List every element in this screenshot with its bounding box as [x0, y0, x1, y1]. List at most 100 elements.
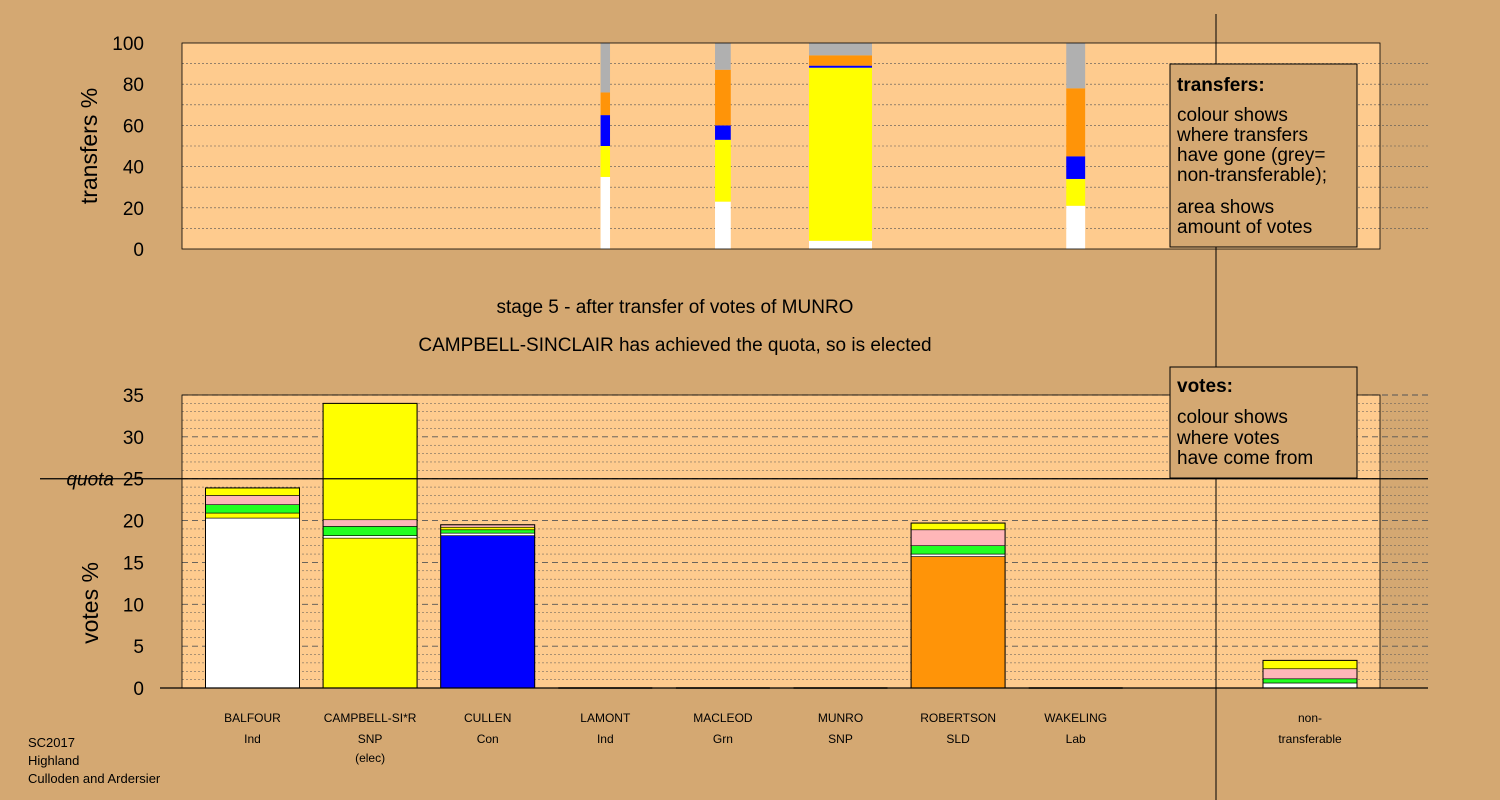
votes-legend-line-3: have come from [1177, 448, 1313, 469]
votes-y-tick-label: 0 [133, 679, 144, 700]
transfers-bars [600, 43, 1086, 249]
vote-bar-balfour [205, 487, 300, 496]
transfers-plot-frame [181, 42, 1381, 250]
transfer-segment-munro [809, 65, 872, 68]
vote-bar-robertson [910, 522, 1006, 531]
vote-bar-robertson [910, 553, 1006, 557]
vote-bar-balfour [205, 517, 300, 689]
transfers-y-tick-label: 100 [112, 34, 144, 55]
candidate-name-label: MACLEOD [693, 711, 753, 725]
transfer-segment-munro [809, 67, 872, 241]
candidate-party-label: Lab [1066, 732, 1086, 746]
transfer-segment-wakeling [1066, 43, 1086, 89]
transfers-legend-line-1: colour shows [1177, 105, 1288, 126]
vote-bar-robertson [910, 529, 1006, 546]
candidate-status-label: (elec) [355, 751, 385, 765]
vote-bar-cullen [440, 532, 536, 536]
transfer-segment-macleod [715, 43, 731, 70]
votes-legend: votes: colour shows where votes have com… [1169, 366, 1358, 479]
transfer-segment-macleod [715, 125, 731, 140]
transfer-segment-macleod [715, 201, 731, 249]
transfers-legend-box [1169, 63, 1358, 248]
transfers-y-tick-label: 60 [123, 116, 144, 137]
vote-bar-campbellsir [322, 526, 418, 536]
transfer-segment-lamont [600, 43, 611, 93]
vote-bar-campbellsir [322, 403, 418, 521]
transfer-segment-wakeling [1066, 88, 1086, 157]
vote-bar-campbellsir [322, 535, 418, 539]
transfers-legend-line-2: where transfers [1176, 125, 1308, 146]
vote-bar-nontransferable [1262, 682, 1358, 689]
candidate-name-label: CULLEN [464, 711, 511, 725]
votes-legend-box [1169, 366, 1358, 479]
vote-bar-cullen [440, 529, 536, 534]
candidate-party-label: Ind [597, 732, 614, 746]
transfer-segment-munro [809, 43, 872, 56]
transfers-y-tick-label: 20 [123, 199, 144, 220]
vote-bar-robertson [910, 556, 1006, 689]
candidate-labels: BALFOUR Ind CAMPBELL-SI*R SNP (elec) CULLEN Co… [224, 711, 1342, 765]
transfers-y-axis-label: transfers % [76, 88, 102, 204]
transfer-segment-lamont [600, 92, 611, 116]
votes-y-ticks: 0 5 10 15 20 25 30 35 [123, 386, 144, 700]
votes-y-tick-label: 30 [123, 428, 144, 449]
transfers-legend: transfers: colour shows where transfers … [1169, 63, 1358, 248]
candidate-name-label: MUNRO [818, 711, 863, 725]
candidate-name-label: BALFOUR [224, 711, 281, 725]
transfers-y-tick-label: 0 [133, 240, 144, 261]
candidate-party-label: Ind [244, 732, 261, 746]
footer-election: SC2017 [28, 735, 75, 750]
candidate-party-label: Con [477, 732, 499, 746]
votes-y-tick-label: 25 [123, 470, 144, 491]
candidate-party-label: SNP [358, 732, 383, 746]
votes-legend-line-2: where votes [1176, 428, 1279, 449]
vote-bar-campbellsir [322, 519, 418, 527]
votes-y-tick-label: 35 [123, 386, 144, 407]
footer-region: Highland [28, 753, 79, 768]
candidate-name-label: ROBERTSON [920, 711, 996, 725]
transfers-legend-line-5: area shows [1177, 197, 1274, 218]
footer-ward: Culloden and Ardersier [28, 771, 161, 786]
vote-bar-nontransferable [1262, 668, 1358, 680]
transfers-legend-line-4: non-transferable); [1177, 165, 1327, 186]
transfer-segment-lamont [600, 176, 611, 249]
vote-bar-campbellsir [322, 537, 418, 689]
transfer-segment-wakeling [1066, 205, 1086, 249]
vote-bar-nontransferable [1262, 660, 1358, 670]
vote-bar-balfour [205, 512, 300, 519]
transfer-segment-lamont [600, 146, 611, 177]
vote-bar-nontransferable [1262, 678, 1358, 684]
transfers-legend-line-6: amount of votes [1177, 217, 1312, 238]
status-message: CAMPBELL-SINCLAIR has achieved the quota… [418, 335, 931, 356]
vote-bar-robertson [910, 545, 1006, 555]
candidate-name-label: CAMPBELL-SI*R [324, 711, 417, 725]
votes-legend-title: votes: [1177, 376, 1233, 397]
votes-y-tick-label: 15 [123, 553, 144, 574]
vote-bar-cullen [440, 535, 536, 689]
transfers-y-tick-label: 80 [123, 75, 144, 96]
transfer-segment-macleod [715, 69, 731, 126]
nontransferable-label: transferable [1278, 732, 1342, 746]
transfer-segment-munro [809, 240, 872, 249]
transfer-segment-lamont [600, 115, 611, 146]
quota-label: quota [66, 470, 114, 491]
transfers-legend-line-3: have gone (grey= [1177, 145, 1325, 166]
transfers-y-tick-label: 40 [123, 158, 144, 179]
votes-legend-line-1: colour shows [1177, 407, 1288, 428]
vote-bar-balfour [205, 504, 300, 514]
votes-y-tick-label: 10 [123, 595, 144, 616]
transfer-segment-wakeling [1066, 156, 1086, 179]
candidate-party-label: Grn [713, 732, 733, 746]
votes-y-tick-label: 5 [133, 637, 144, 658]
transfer-segment-wakeling [1066, 178, 1086, 206]
stage-title: stage 5 - after transfer of votes of MUN… [497, 297, 854, 318]
votes-y-axis-label: votes % [77, 562, 103, 644]
candidate-party-label: SLD [946, 732, 970, 746]
votes-bars [205, 402, 1358, 689]
transfers-legend-title: transfers: [1177, 75, 1265, 96]
vote-bar-cullen [440, 526, 536, 531]
transfer-segment-munro [809, 55, 872, 66]
votes-y-tick-label: 20 [123, 512, 144, 533]
candidate-name-label: WAKELING [1044, 711, 1107, 725]
